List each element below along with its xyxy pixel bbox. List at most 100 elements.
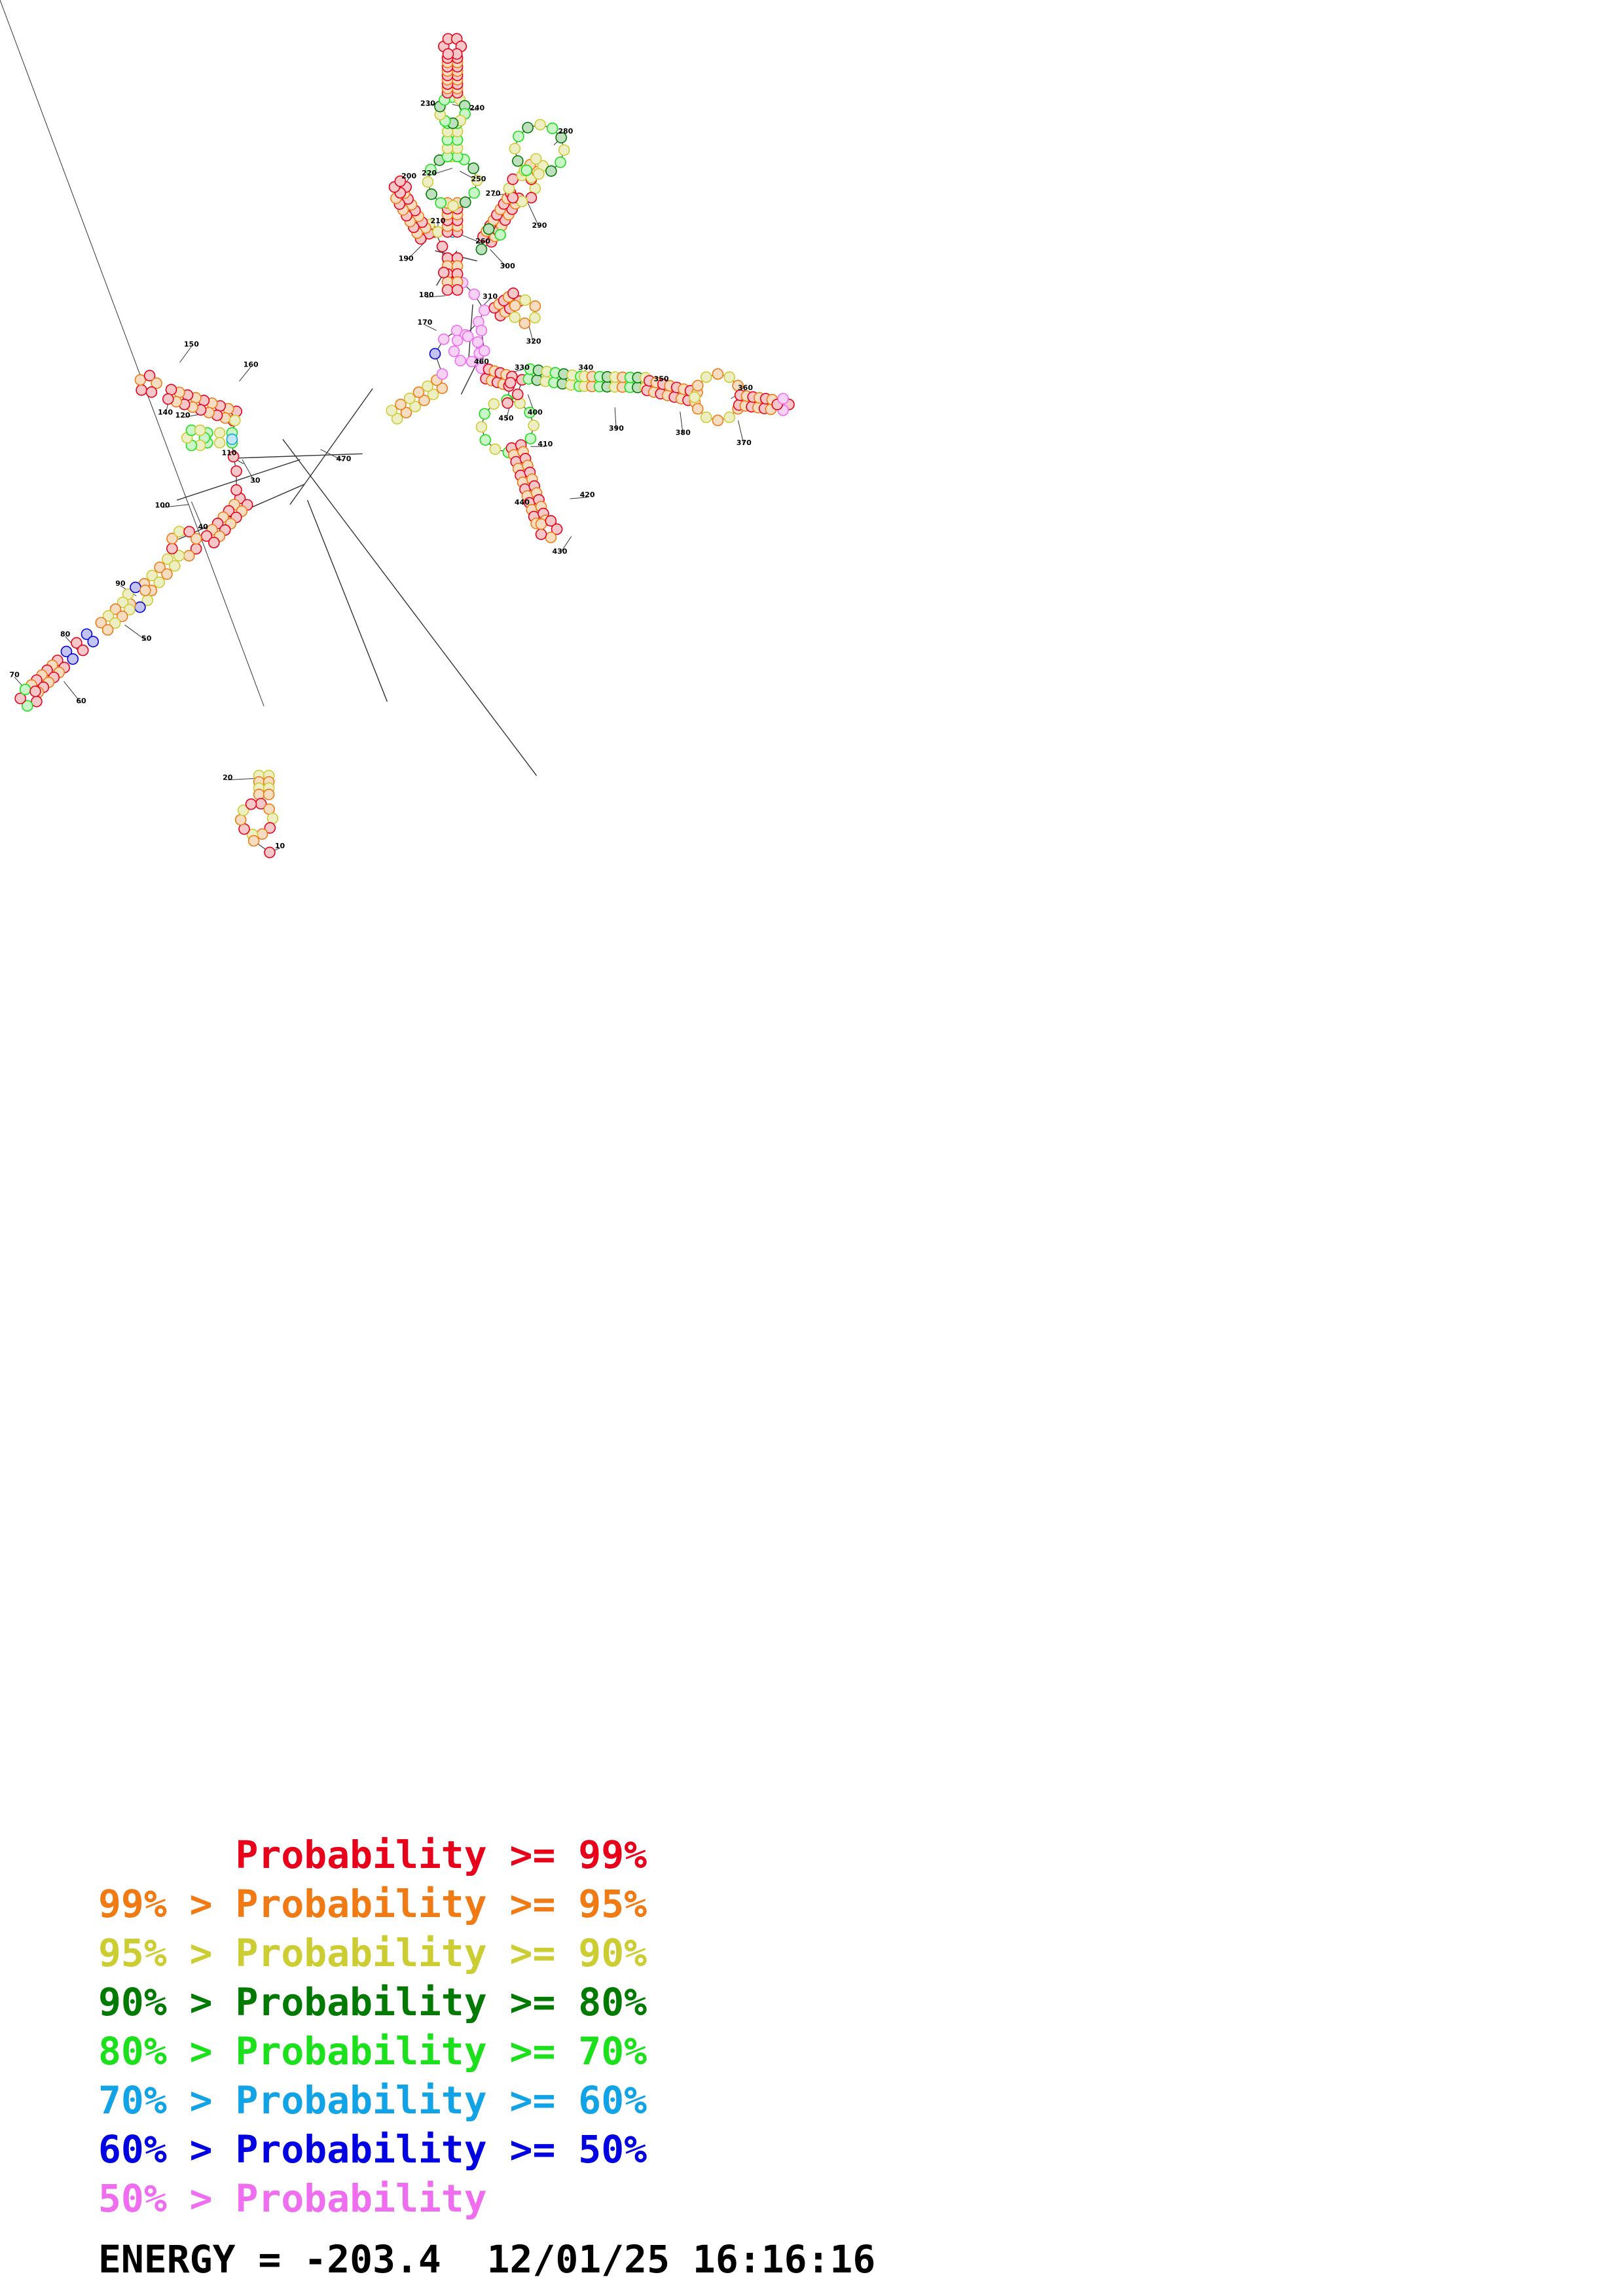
nucleotide xyxy=(467,162,479,174)
energy-time: 16:16:16 xyxy=(692,2237,876,2282)
nucleotide xyxy=(71,637,82,649)
backbone-line xyxy=(236,453,363,459)
nucleotide xyxy=(412,386,425,399)
nucleotide xyxy=(234,814,247,826)
nucleotide xyxy=(479,304,490,316)
nucleotide xyxy=(266,812,279,825)
nucleotide xyxy=(173,550,185,562)
nucleotide xyxy=(529,312,541,324)
nucleotide xyxy=(136,384,147,396)
nucleotide xyxy=(511,388,524,401)
label-leader xyxy=(242,459,256,483)
legend-row: 99% > Probability >= 95% xyxy=(98,1882,647,1926)
position-label: 250 xyxy=(471,175,486,183)
nucleotide xyxy=(504,376,517,389)
nucleotide xyxy=(400,406,412,419)
nucleotide xyxy=(429,348,441,360)
position-label: 40 xyxy=(198,522,208,531)
nucleotide xyxy=(468,187,481,199)
nucleotide xyxy=(723,371,735,384)
nucleotide xyxy=(546,122,558,134)
nucleotide xyxy=(545,531,557,543)
nucleotide xyxy=(208,537,220,548)
nucleotide xyxy=(534,118,546,131)
position-label: 470 xyxy=(336,454,351,463)
nucleotide xyxy=(237,804,249,816)
nucleotide xyxy=(263,789,275,800)
nucleotide xyxy=(143,370,156,382)
nucleotide xyxy=(101,624,114,636)
nucleotide xyxy=(422,380,433,392)
position-label: 310 xyxy=(483,292,498,300)
nucleotide xyxy=(436,240,448,253)
position-label: 70 xyxy=(9,670,20,679)
nucleotide xyxy=(558,144,570,156)
nucleotide xyxy=(494,229,506,241)
nucleotide xyxy=(451,334,464,347)
energy-date: 12/01/25 xyxy=(486,2237,670,2282)
position-label: 180 xyxy=(419,291,434,299)
backbone-line xyxy=(282,439,538,776)
nucleotide xyxy=(109,603,122,615)
nucleotide xyxy=(227,450,240,463)
nucleotide xyxy=(403,392,416,404)
nucleotide xyxy=(442,48,454,60)
nucleotide xyxy=(166,533,178,545)
nucleotide xyxy=(451,284,464,296)
position-label: 440 xyxy=(515,498,530,507)
nucleotide xyxy=(475,325,488,336)
nucleotide xyxy=(213,427,226,439)
nucleotide xyxy=(67,653,79,665)
nucleotide xyxy=(528,420,539,431)
nucleotide xyxy=(226,433,238,445)
energy-footer: ENERGY = -203.4 12/01/25 16:16:16 xyxy=(98,2237,875,2282)
position-label: 90 xyxy=(115,579,126,588)
nucleotide xyxy=(60,645,73,658)
nucleotide xyxy=(479,345,490,357)
nucleotide xyxy=(545,515,557,527)
nucleotide xyxy=(425,164,437,175)
nucleotide xyxy=(460,196,471,208)
label-leader xyxy=(162,504,189,508)
nucleotide xyxy=(723,411,735,423)
position-label: 420 xyxy=(580,491,595,499)
nucleotide xyxy=(139,584,151,596)
nucleotide xyxy=(509,311,521,323)
label-leader xyxy=(239,367,251,382)
nucleotide xyxy=(479,434,492,446)
nucleotide xyxy=(479,408,490,420)
legend-row: 70% > Probability >= 60% xyxy=(98,2078,647,2123)
position-label: 30 xyxy=(250,476,261,485)
nucleotide xyxy=(153,576,166,588)
nucleotide xyxy=(253,789,265,800)
nucleotide xyxy=(535,528,547,541)
legend-row: 90% > Probability >= 80% xyxy=(98,1980,647,2024)
nucleotide xyxy=(87,636,100,648)
nucleotide xyxy=(435,197,447,209)
nucleotide xyxy=(77,644,89,656)
nucleotide xyxy=(691,403,704,415)
nucleotide xyxy=(437,333,450,346)
position-label: 380 xyxy=(676,429,691,437)
position-label: 150 xyxy=(184,340,199,348)
label-leader xyxy=(179,346,192,363)
position-label: 50 xyxy=(141,634,152,643)
position-label: 360 xyxy=(738,384,753,392)
nucleotide xyxy=(471,174,483,187)
nucleotide xyxy=(230,484,242,496)
nucleotide xyxy=(437,266,450,279)
nucleotide xyxy=(441,284,454,296)
nucleotide xyxy=(409,401,421,412)
position-label: 350 xyxy=(654,375,669,384)
position-label: 170 xyxy=(418,318,433,327)
position-label: 220 xyxy=(422,169,437,177)
position-label: 320 xyxy=(526,337,541,346)
nucleotide xyxy=(81,628,93,640)
nucleotide xyxy=(501,397,514,409)
position-label: 140 xyxy=(158,408,173,416)
position-label: 110 xyxy=(221,449,236,457)
label-leader xyxy=(559,536,572,554)
nucleotide xyxy=(454,355,467,367)
label-leader xyxy=(527,202,540,228)
position-label: 290 xyxy=(532,221,547,230)
